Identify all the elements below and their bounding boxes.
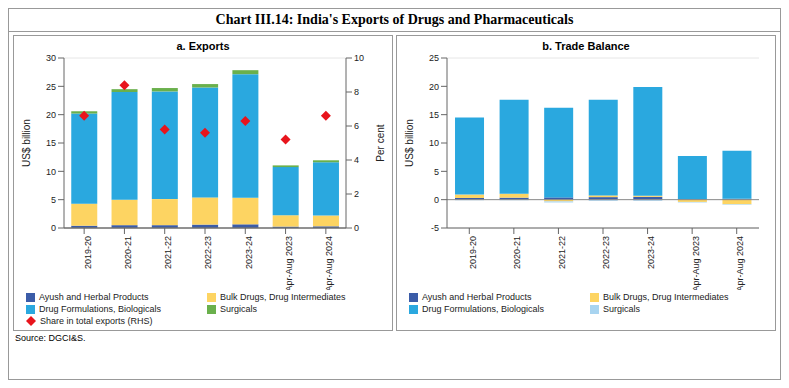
svg-text:0: 0	[51, 223, 56, 233]
svg-text:Apr-Aug 2023: Apr-Aug 2023	[284, 236, 294, 290]
svg-text:5: 5	[51, 195, 56, 205]
html-text:Ayush and Herbal Products: Ayush and Herbal Products	[422, 292, 532, 302]
svg-text:2019-20: 2019-20	[468, 236, 478, 269]
svg-text:Per cent: Per cent	[375, 124, 386, 161]
svg-text:2019-20: 2019-20	[83, 236, 93, 269]
html-text:Drug Formulations, Biologicals: Drug Formulations, Biologicals	[39, 304, 162, 314]
svg-text:10: 10	[429, 138, 439, 148]
svg-text:4: 4	[354, 155, 359, 165]
svg-text:0: 0	[354, 223, 359, 233]
html-text:Drug Formulations, Biologicals: Drug Formulations, Biologicals	[422, 304, 545, 314]
html-text:Chart III.14: India's Exports: Chart III.14: India's Exports of Drugs a…	[215, 12, 574, 27]
html-text:Bulk Drugs, Drug Intermediates: Bulk Drugs, Drug Intermediates	[220, 292, 346, 302]
html-text:a. Exports: a. Exports	[176, 40, 230, 52]
svg-text:15: 15	[429, 110, 439, 120]
svg-text:8: 8	[354, 87, 359, 97]
svg-text:Apr-Aug 2024: Apr-Aug 2024	[735, 236, 745, 290]
svg-text:2022-23: 2022-23	[203, 236, 213, 269]
html-text:Surgicals: Surgicals	[603, 304, 640, 314]
svg-text:2021-22: 2021-22	[163, 236, 173, 269]
svg-text:5: 5	[434, 167, 439, 177]
svg-text:2023-24: 2023-24	[646, 236, 656, 269]
svg-text:US$ billion: US$ billion	[404, 119, 415, 167]
svg-text:2020-21: 2020-21	[123, 236, 133, 269]
svg-text:30: 30	[46, 53, 56, 63]
svg-text:20: 20	[429, 82, 439, 92]
svg-text:2: 2	[354, 189, 359, 199]
svg-text:25: 25	[429, 53, 439, 63]
svg-text:25: 25	[46, 82, 56, 92]
html-text:Ayush and Herbal Products: Ayush and Herbal Products	[39, 292, 149, 302]
html-text:b. Trade Balance: b. Trade Balance	[542, 40, 630, 52]
svg-text:2022-23: 2022-23	[601, 236, 611, 269]
svg-text:2023-24: 2023-24	[244, 236, 254, 269]
svg-text:10: 10	[354, 53, 364, 63]
svg-text:US$ billion: US$ billion	[21, 119, 32, 167]
svg-text:2021-22: 2021-22	[557, 236, 567, 269]
html-text:Surgicals: Surgicals	[220, 304, 257, 314]
svg-text:-5: -5	[431, 223, 439, 233]
svg-text:10: 10	[46, 167, 56, 177]
svg-text:6: 6	[354, 121, 359, 131]
html-text:Source: DGCI&S.: Source: DGCI&S.	[15, 333, 86, 343]
svg-text:20: 20	[46, 110, 56, 120]
svg-text:Apr-Aug 2023: Apr-Aug 2023	[691, 236, 701, 290]
html-text:Bulk Drugs, Drug Intermediates: Bulk Drugs, Drug Intermediates	[603, 292, 729, 302]
svg-text:15: 15	[46, 138, 56, 148]
html-text:Share in total exports (RHS): Share in total exports (RHS)	[40, 316, 153, 326]
svg-text:Apr-Aug 2024: Apr-Aug 2024	[324, 236, 334, 290]
svg-text:2020-21: 2020-21	[512, 236, 522, 269]
svg-text:0: 0	[434, 195, 439, 205]
